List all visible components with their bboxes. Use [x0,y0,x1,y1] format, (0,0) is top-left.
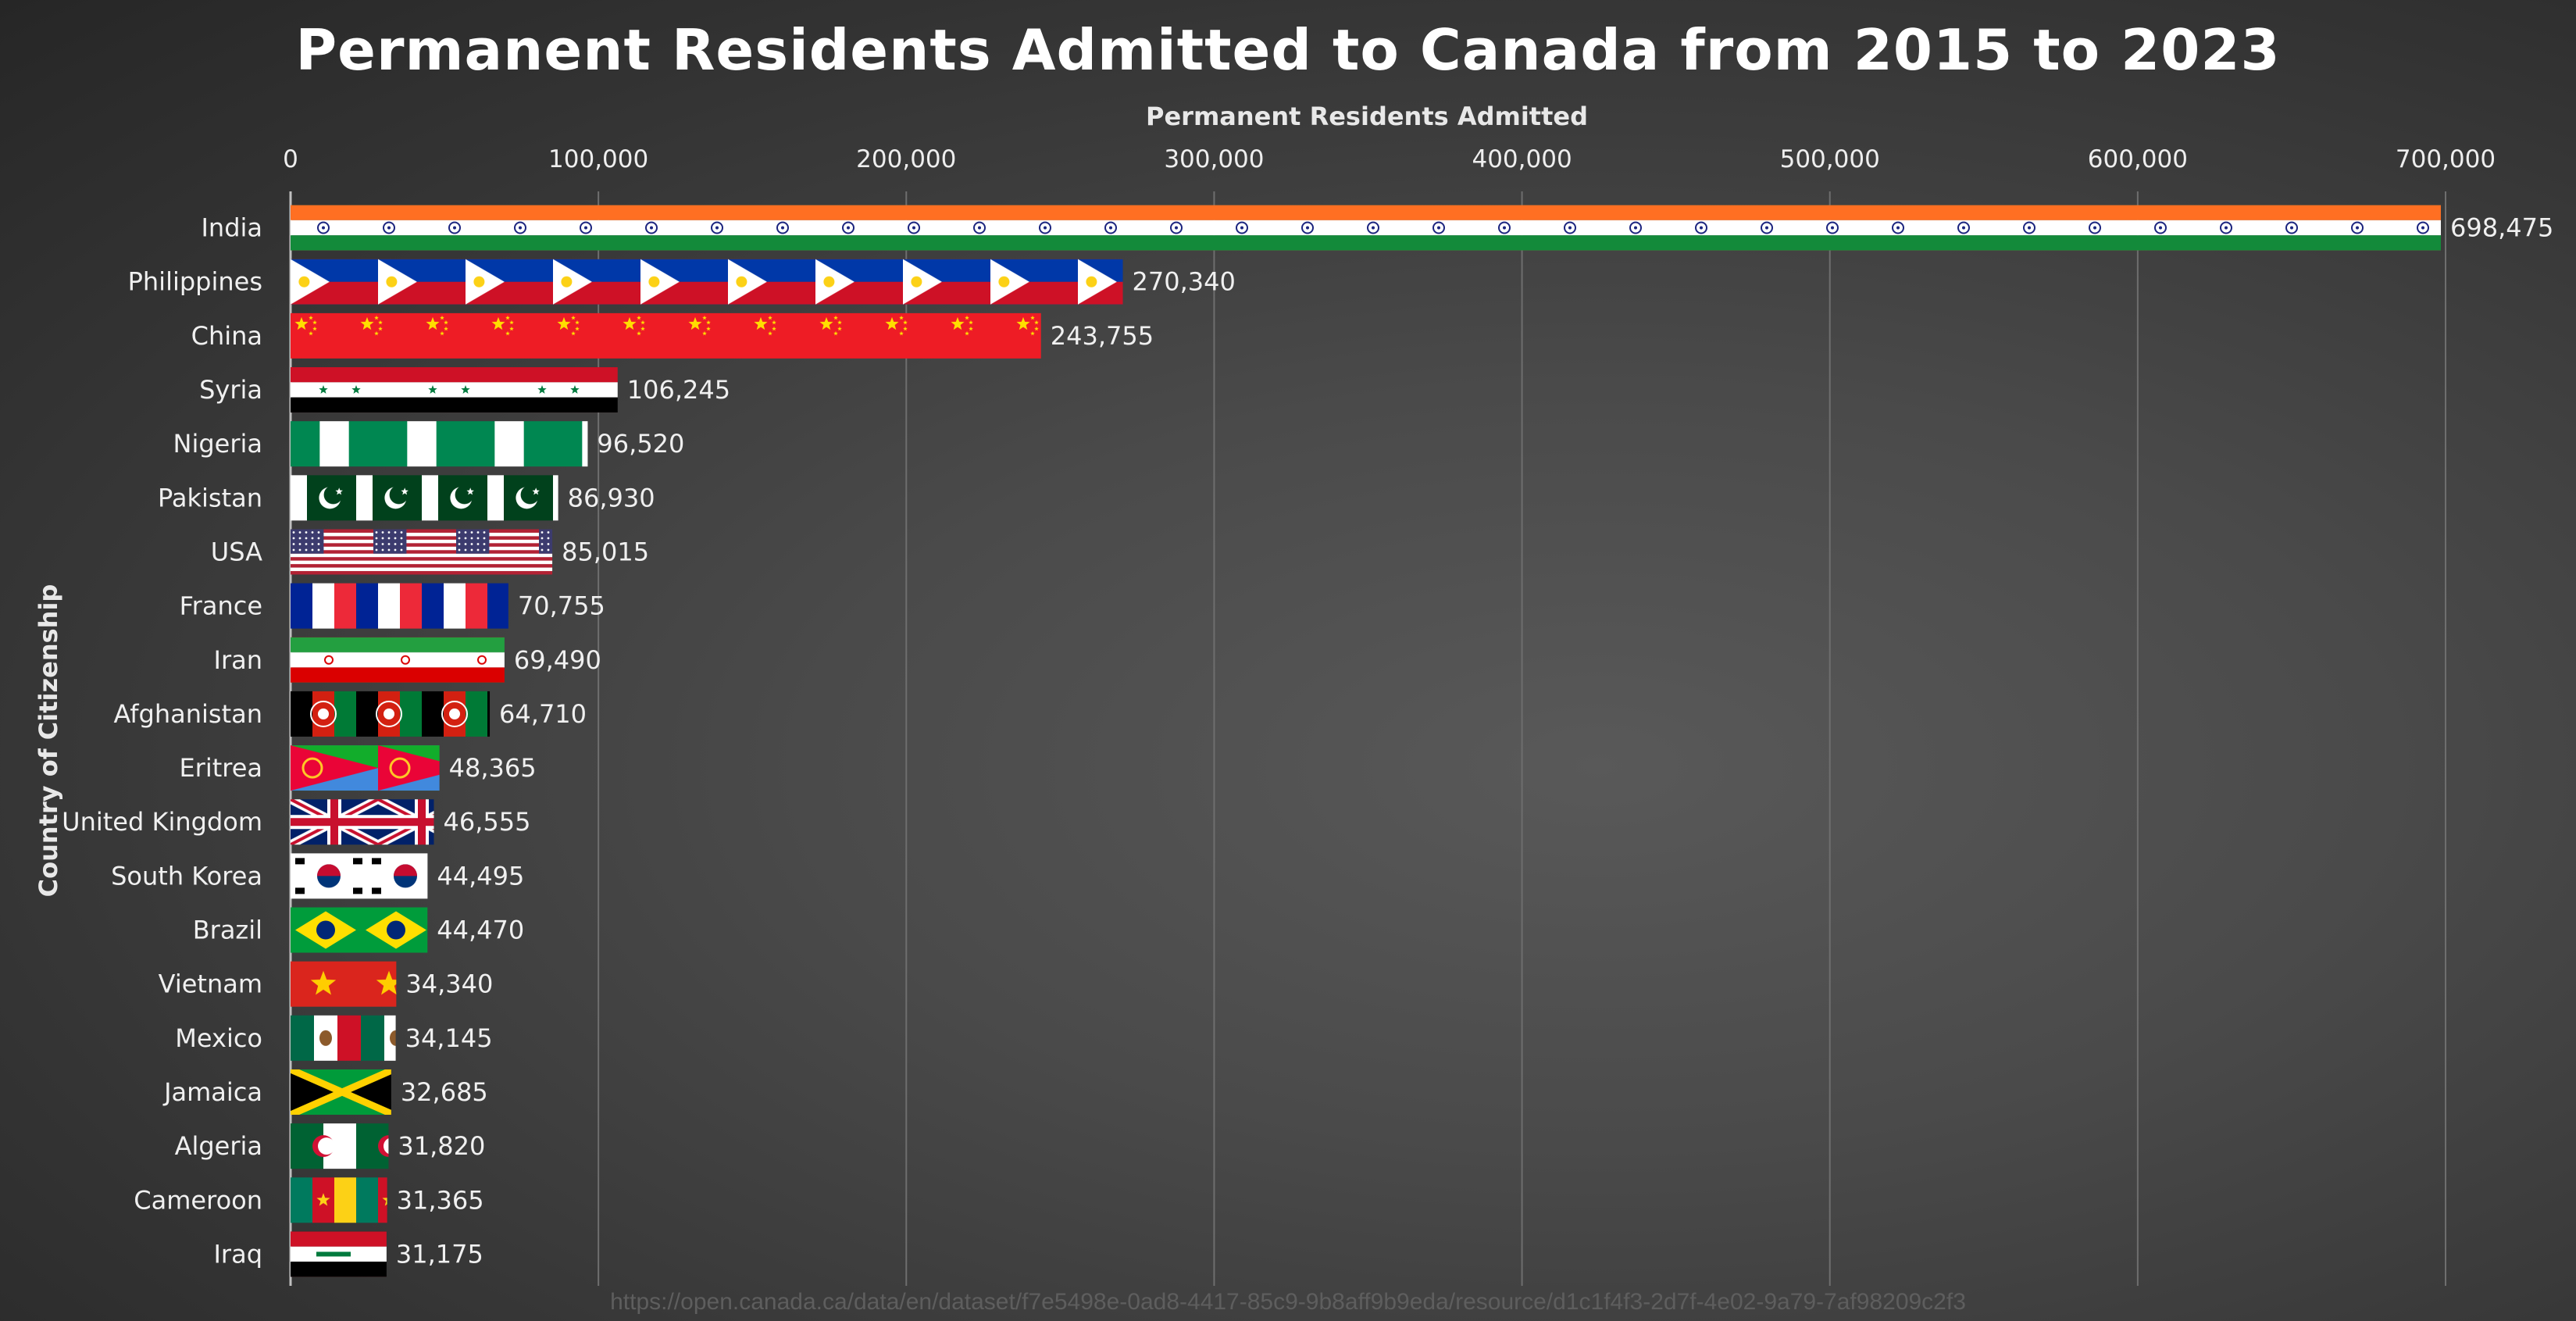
x-tick-label: 100,000 [548,145,648,173]
category-label: Mexico [175,1023,262,1053]
bar-afghanistan [291,691,491,737]
category-label: USA [211,537,262,566]
category-label: United Kingdom [62,807,262,837]
value-label: 44,470 [437,916,524,945]
category-label: China [191,321,262,351]
bar-pakistan [291,475,558,521]
x-tick-label: 400,000 [1472,145,1572,173]
value-label: 106,245 [627,375,730,405]
value-labels: 698,475 270,340 243,755 106,245 96,520 86,930… [396,213,2553,1269]
bar-vietnam [291,961,397,1007]
value-label: 70,755 [518,591,605,621]
bar-eritrea [291,745,440,791]
bar-cameroon [291,1177,387,1223]
value-label: 69,490 [514,645,601,675]
bar-jamaica [291,1069,391,1115]
source-url: https://open.canada.ca/data/en/dataset/f… [610,1289,1966,1315]
category-label: Vietnam [159,969,262,999]
bar-algeria [291,1123,389,1169]
x-tick-label: 700,000 [2396,145,2496,173]
category-label: Pakistan [158,483,262,512]
category-labels: India Philippines China Syria Nigeria Pakista… [62,213,262,1269]
value-label: 698,475 [2450,213,2553,243]
category-label: Iraq [213,1239,262,1269]
category-label: Nigeria [173,429,262,459]
value-label: 46,555 [443,807,530,837]
category-label: Eritrea [179,753,262,783]
category-label: France [180,591,262,621]
value-label: 86,930 [568,483,655,512]
value-label: 64,710 [499,699,587,729]
category-label: Cameroon [134,1185,262,1215]
x-tick-label: 300,000 [1164,145,1264,173]
bar-brazil [291,907,428,953]
value-label: 44,495 [437,861,524,891]
bar-usa [291,529,553,575]
category-label: Afghanistan [114,699,263,729]
value-label: 48,365 [449,753,537,783]
chart-title: Permanent Residents Admitted to Canada f… [295,17,2281,83]
bars [291,205,2441,1277]
value-label: 85,015 [562,537,649,566]
category-label: Algeria [175,1131,262,1161]
x-tick-label: 0 [283,145,298,173]
x-tick-label: 600,000 [2088,145,2188,173]
value-label: 96,520 [597,429,684,459]
category-label: Jamaica [162,1077,262,1107]
category-label: Brazil [193,916,262,945]
value-label: 31,365 [397,1185,484,1215]
bar-france [291,583,508,629]
bar-united-kingdom [291,799,434,845]
category-label: Philippines [128,267,262,297]
value-label: 31,175 [396,1239,483,1269]
bar-iraq [291,1231,387,1277]
category-label: Syria [199,375,262,405]
x-tick-label: 200,000 [856,145,956,173]
bar-nigeria [291,421,588,467]
value-label: 243,755 [1051,321,1154,351]
category-label: Iran [214,645,262,675]
category-label: India [201,213,262,243]
bar-philippines [291,259,1123,305]
value-label: 270,340 [1133,267,1236,297]
bar-iran [291,637,505,683]
value-label: 34,340 [405,969,493,999]
category-label: South Korea [111,861,262,891]
bar-syria [291,367,618,413]
x-axis-ticks: 0 100,000 200,000 300,000 400,000 500,000 600,… [283,145,2496,173]
x-tick-label: 500,000 [1780,145,1880,173]
x-axis-title: Permanent Residents Admitted [1146,102,1588,131]
bar-india [291,205,2441,251]
bar-mexico [291,1015,396,1061]
bar-south-korea [291,853,428,899]
value-label: 31,820 [398,1131,485,1161]
bar-china [291,312,1041,359]
value-label: 34,145 [405,1023,493,1053]
value-label: 32,685 [401,1077,488,1107]
